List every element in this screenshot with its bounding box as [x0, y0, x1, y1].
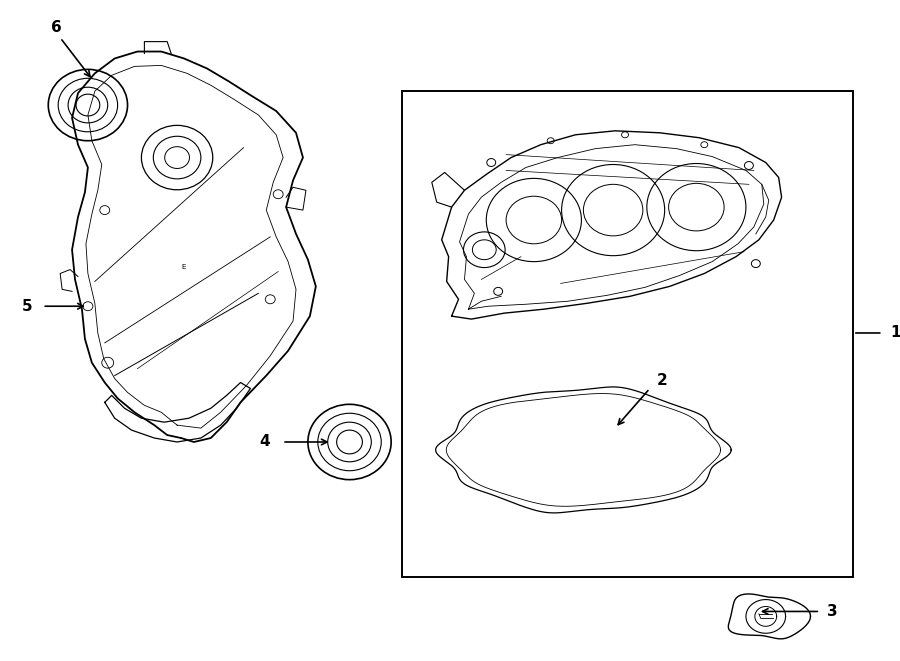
- Text: E: E: [182, 264, 186, 270]
- Text: 2: 2: [657, 373, 668, 388]
- Text: 6: 6: [50, 20, 61, 35]
- Text: 3: 3: [827, 604, 838, 619]
- Text: 4: 4: [259, 434, 270, 449]
- Text: 1: 1: [891, 325, 900, 340]
- Text: 5: 5: [22, 299, 32, 314]
- Bar: [402, 91, 853, 577]
